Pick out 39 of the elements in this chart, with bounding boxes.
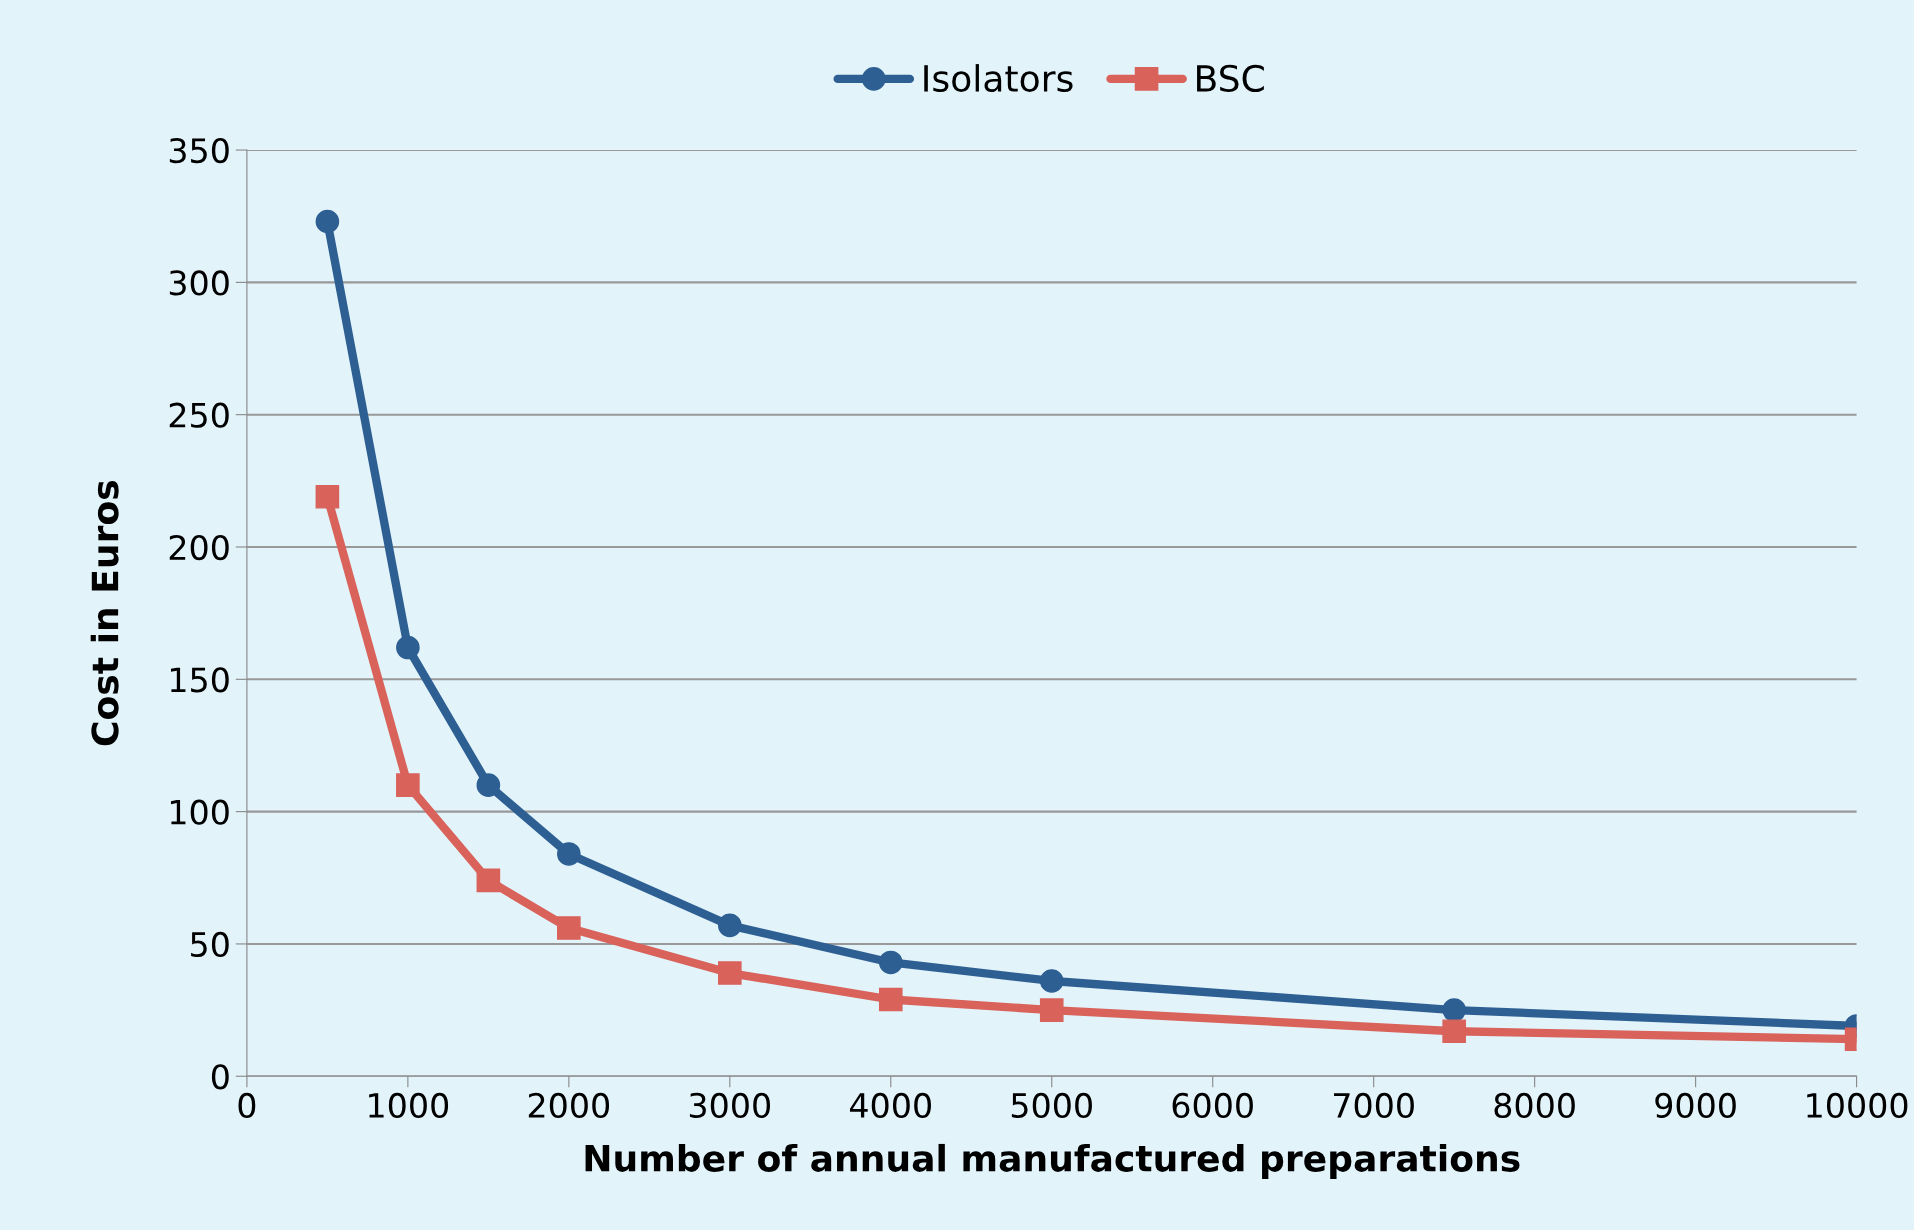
x-tick-label: 3000 (689, 1092, 771, 1119)
point (1039, 969, 1064, 993)
point (315, 484, 340, 509)
x-tick-label: 2000 (528, 1092, 610, 1119)
x-tick-label: 1000 (369, 1092, 449, 1119)
legend-label: BSC (1197, 64, 1264, 93)
y-tick-label: 0 (211, 1064, 229, 1090)
point (396, 773, 420, 797)
point (1039, 998, 1064, 1022)
x-tick-label: 0 (238, 1092, 256, 1119)
y-axis-title: Cost in Euros (90, 480, 119, 746)
point (476, 868, 501, 893)
point (718, 913, 742, 938)
y-tick-label: 250 (169, 402, 229, 428)
x-tick-label: 6000 (1172, 1092, 1253, 1119)
x-tick-label: 4000 (849, 1092, 931, 1119)
y-tick-label: 150 (170, 667, 229, 693)
y-tick-label: 350 (169, 137, 229, 164)
x-tick-label: 10000 (1807, 1092, 1908, 1119)
x-tick-label: 8000 (1494, 1092, 1575, 1119)
point (878, 950, 903, 975)
legend-label: Isolators (924, 64, 1073, 93)
point (878, 987, 903, 1012)
point (315, 209, 340, 234)
x-tick-label: 7000 (1334, 1092, 1414, 1119)
point (396, 635, 420, 660)
point (557, 842, 581, 866)
y-tick-label: 300 (169, 270, 229, 296)
y-tick-label: 200 (169, 534, 229, 561)
point (1442, 1019, 1466, 1044)
y-tick-label: 50 (191, 931, 229, 958)
y-tick-label: 100 (170, 799, 229, 825)
point (476, 773, 501, 797)
point (718, 961, 742, 985)
x-tick-label: 5000 (1011, 1092, 1092, 1119)
x-tick-label: 9000 (1655, 1092, 1736, 1119)
point (1442, 998, 1466, 1022)
x-axis-title: Number of annual manufactured preparations (585, 1143, 1520, 1179)
point (557, 916, 581, 940)
